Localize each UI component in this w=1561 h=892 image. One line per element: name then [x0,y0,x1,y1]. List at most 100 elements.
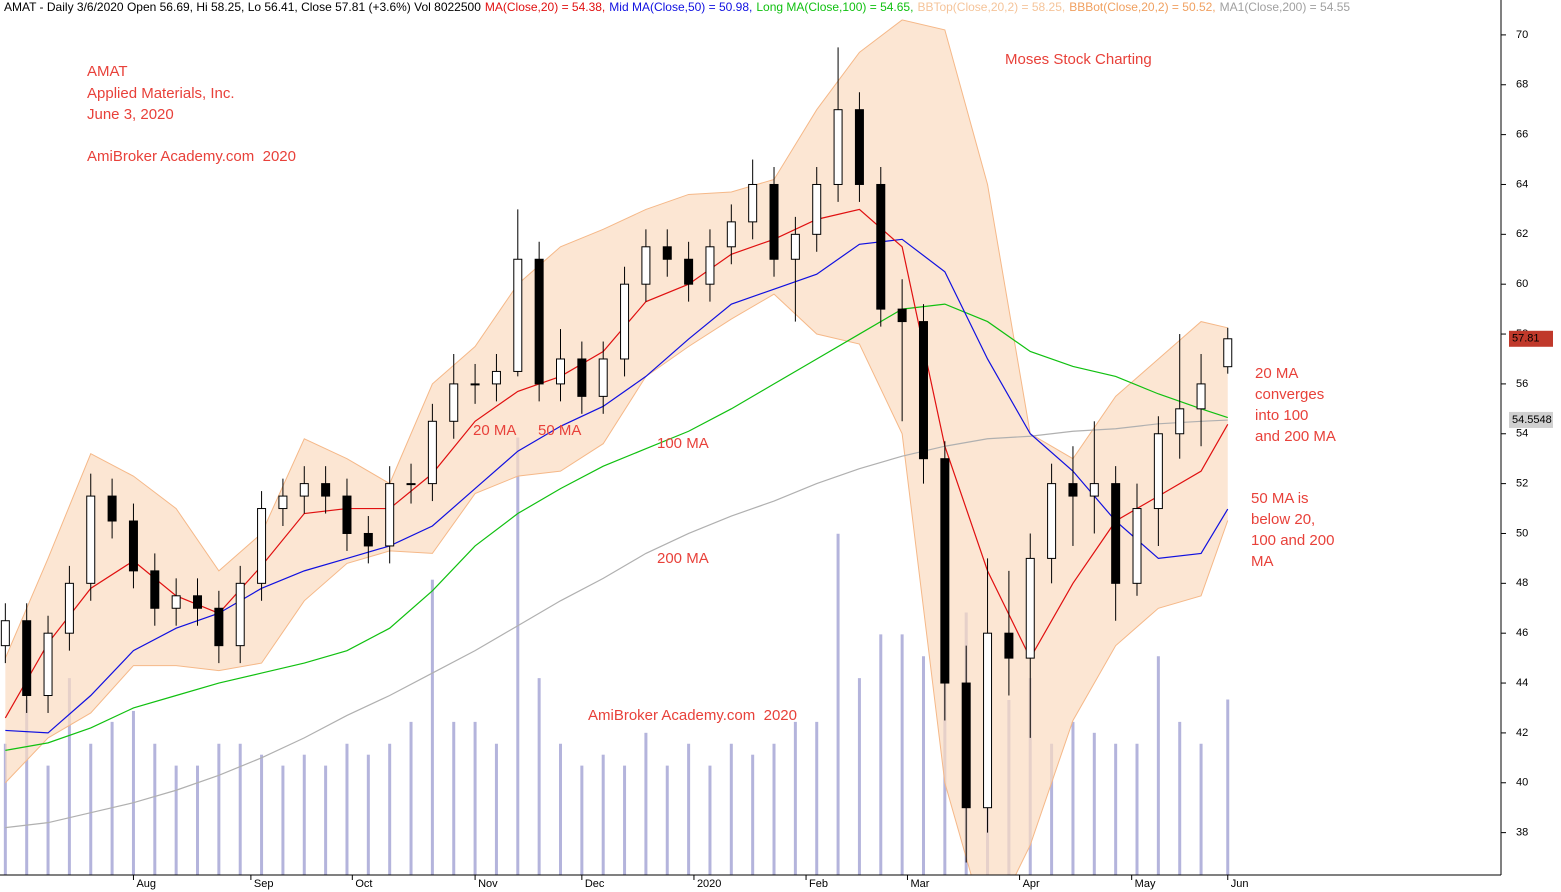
candle-body [598,358,608,397]
candle-body [577,358,587,397]
candle-body [1068,483,1078,497]
price-tag [1509,411,1553,428]
candle-body [1025,557,1035,659]
y-tick-label: 38 [1516,827,1528,839]
annotation: AmiBroker Academy.com 2020 [87,148,296,165]
volume-bar [857,678,861,875]
x-tick-label: Feb [809,878,828,890]
annotation: MA [1251,553,1274,570]
candle-body [1047,483,1057,559]
candle-body [641,246,651,285]
header-item: BBBot(Close,20,2) = 50.52, [1069,0,1215,14]
volume-bar [409,721,413,875]
candle-body [278,495,288,510]
plot-area [0,19,1233,875]
annotation: AmiBroker Academy.com 2020 [588,707,797,724]
volume-bar [1114,743,1118,875]
volume-bar [580,765,584,875]
volume-bar [687,743,691,875]
volume-bar [25,700,29,875]
volume-bar [67,678,71,875]
volume-bar [452,721,456,875]
candle-body [449,383,459,422]
annotation: 100 MA [657,435,709,452]
candle-body [491,370,501,385]
y-tick-label: 60 [1516,278,1528,290]
header-item: BBTop(Close,20,2) = 58.25, [917,0,1065,14]
y-tick-label: 52 [1516,478,1528,490]
x-tick-label: Dec [585,878,605,890]
volume-bar [772,743,776,875]
candle-body [833,109,843,185]
y-tick-label: 50 [1516,527,1528,539]
y-tick-label: 70 [1516,29,1528,41]
volume-bar [131,710,135,875]
candle-body [363,532,373,547]
y-tick-label: 54 [1516,428,1528,440]
candle-body [812,183,822,235]
volume-bar [174,765,178,875]
x-tick-label: Aug [136,878,156,890]
y-tick-label: 62 [1516,228,1528,240]
candle-body [193,595,203,609]
candle-body [128,520,138,572]
candle-body [769,183,779,260]
volume-bar [430,579,434,875]
candle-body [983,632,993,809]
volume-bar [281,765,285,875]
volume-bar [110,721,114,875]
candle-body [1004,632,1014,659]
candle-body [1196,383,1206,410]
volume-bar [366,754,370,875]
candle-body [214,607,224,647]
x-tick-label: 2020 [697,878,721,890]
x-tick-label: May [1135,878,1156,890]
moving-average [5,419,1228,829]
volume-bar [345,743,349,875]
candle-body [171,595,181,609]
volume-bar [1092,732,1096,875]
candle-body [555,358,565,385]
volume-bar [879,634,883,875]
header-item: AMAT - Daily 3/6/2020 Open 56.69, Hi 58.… [4,0,481,14]
volume-bar [751,754,755,875]
annotations: AMAT Applied Materials, Inc. June 3, 202… [87,51,1336,724]
volume-bar [302,754,306,875]
candle-body [684,258,694,285]
volume-bar [1135,743,1139,875]
annotation: 200 MA [657,550,709,567]
volume-bar [1199,743,1203,875]
candle-body [385,483,395,547]
candle-body [961,682,971,809]
volume-bar [217,743,221,875]
candle-body [257,508,267,584]
header-item: MA(Close,20) = 54.38, [485,0,605,14]
candle-body [897,308,907,323]
volume-bar [516,437,520,875]
volume-bar [708,765,712,875]
annotation: 50 MA is [1251,490,1309,507]
volume-bar [46,765,50,875]
candle-body [22,620,32,697]
candle-body [662,246,672,260]
volume-bar [153,743,157,875]
volume-bar [601,754,605,875]
volume-bar [238,743,242,875]
candle-body [620,283,630,360]
volume-bar [89,743,93,875]
y-tick-label: 48 [1516,577,1528,589]
y-tick-label: 68 [1516,79,1528,91]
candle-body [107,495,117,522]
moving-average [5,238,1229,734]
y-tick-label: 56 [1516,378,1528,390]
bollinger-top [4,19,1228,659]
volume-bar [1226,699,1230,875]
candle-body [854,109,864,185]
candle-body [86,495,96,584]
candle-body [321,483,331,497]
x-tick-label: Jun [1231,878,1249,890]
annotation: converges [1255,386,1324,403]
annotation: and 200 MA [1255,428,1336,445]
candle-body [299,483,309,497]
